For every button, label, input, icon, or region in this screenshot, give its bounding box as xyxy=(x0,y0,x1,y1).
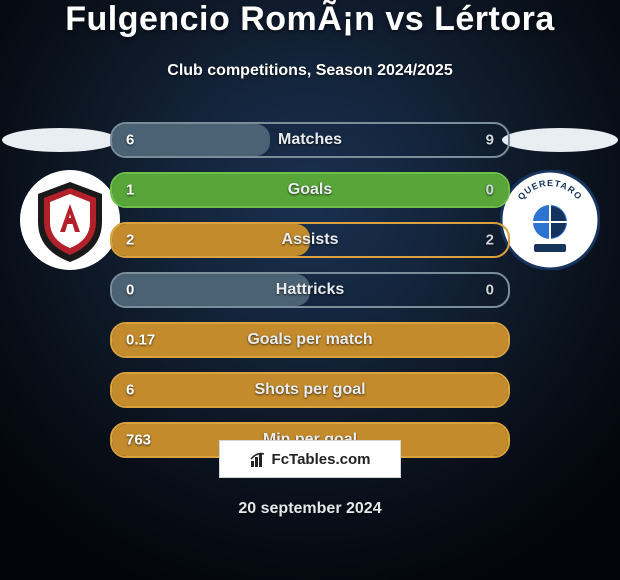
stat-label: Hattricks xyxy=(276,281,344,299)
date-label: 20 september 2024 xyxy=(0,500,620,518)
fctables-icon xyxy=(250,450,268,468)
left-club-badge xyxy=(20,170,120,270)
stat-row: 1 Goals 0 xyxy=(110,172,510,208)
page-subtitle: Club competitions, Season 2024/2025 xyxy=(0,62,620,80)
stat-fill xyxy=(112,124,270,156)
stat-row: 6 Shots per goal xyxy=(110,372,510,408)
stat-left-value: 1 xyxy=(126,182,134,199)
stat-right-value: 0 xyxy=(486,282,494,299)
stat-left-value: 763 xyxy=(126,432,151,449)
stat-label: Shots per goal xyxy=(254,381,365,399)
stat-left-value: 2 xyxy=(126,232,134,249)
right-club-badge: QUERETARO xyxy=(500,170,600,270)
left-photo-placeholder xyxy=(0,125,120,155)
stat-left-value: 0.17 xyxy=(126,332,155,349)
stat-right-value: 0 xyxy=(486,182,494,199)
stat-row: 6 Matches 9 xyxy=(110,122,510,158)
stat-label: Goals per match xyxy=(247,331,372,349)
stat-label: Goals xyxy=(288,181,332,199)
source-badge: FcTables.com xyxy=(219,440,401,478)
source-label: FcTables.com xyxy=(272,451,371,468)
stat-fill xyxy=(112,224,310,256)
stat-left-value: 6 xyxy=(126,132,134,149)
stat-right-value: 2 xyxy=(486,232,494,249)
stat-row: 0 Hattricks 0 xyxy=(110,272,510,308)
stat-label: Matches xyxy=(278,131,342,149)
stat-row: 0.17 Goals per match xyxy=(110,322,510,358)
stat-left-value: 6 xyxy=(126,382,134,399)
stat-left-value: 0 xyxy=(126,282,134,299)
page-title: Fulgencio RomÃ¡n vs Lértora xyxy=(0,0,620,39)
stat-row: 2 Assists 2 xyxy=(110,222,510,258)
right-photo-placeholder xyxy=(500,125,620,155)
stats-rows: 6 Matches 9 1 Goals 0 2 Assists 2 0 Hattricks 0 0.17… xyxy=(110,122,510,458)
stat-label: Assists xyxy=(282,231,339,249)
stat-right-value: 9 xyxy=(486,132,494,149)
